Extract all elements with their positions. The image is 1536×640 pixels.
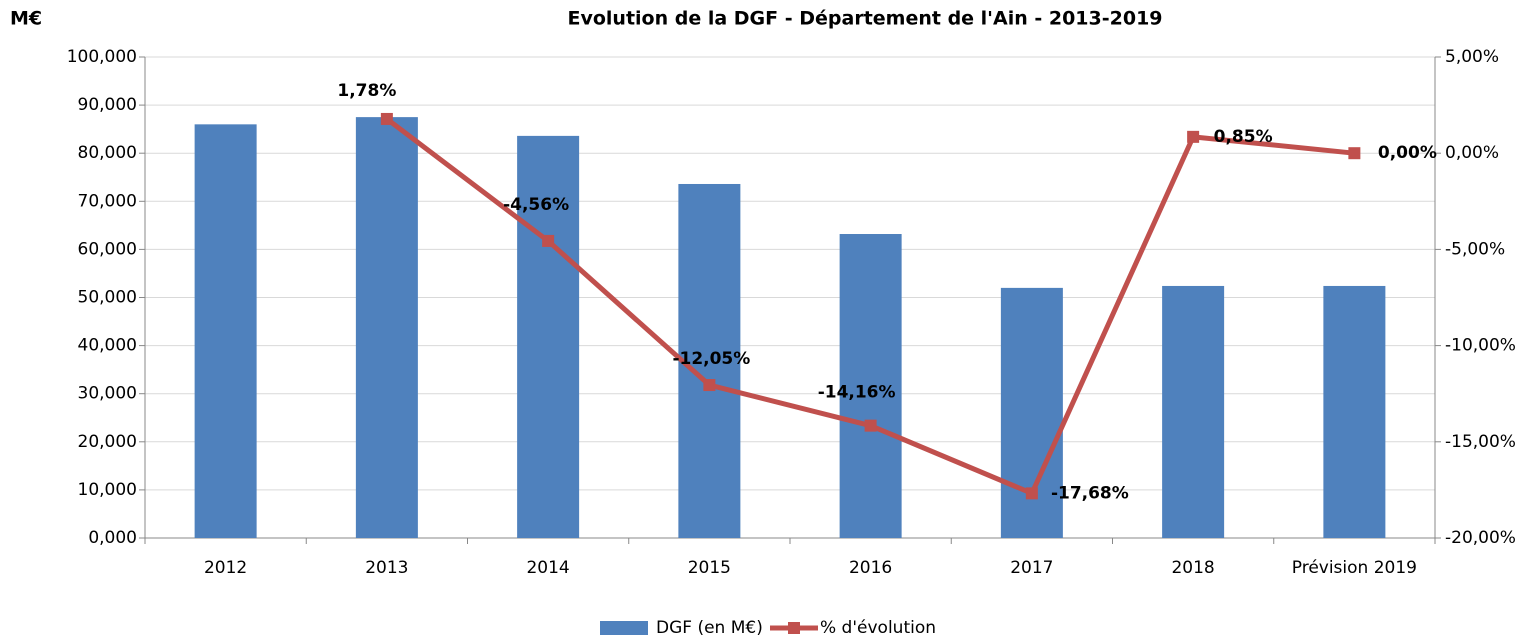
y-tick-label: 0,000 [88, 528, 137, 548]
chart-title: Evolution de la DGF - Département de l'A… [567, 8, 1162, 30]
y-tick-label: 80,000 [78, 143, 137, 163]
data-label: 0,85% [1214, 127, 1273, 147]
line-marker [380, 112, 393, 125]
y-tick-label: 40,000 [78, 336, 137, 356]
line-marker [864, 419, 877, 432]
y2-tick-label: 0,00% [1445, 143, 1499, 163]
line-marker [1025, 487, 1038, 500]
x-tick-label: 2012 [204, 558, 247, 578]
y-tick-label: 60,000 [78, 239, 137, 259]
y-tick-label: 90,000 [78, 95, 137, 115]
y-tick-label: 50,000 [78, 288, 137, 308]
data-label: -17,68% [1051, 483, 1129, 503]
y-tick-label: 30,000 [78, 384, 137, 404]
bar [355, 117, 418, 538]
y-tick-label: 10,000 [78, 480, 137, 500]
bar [1162, 285, 1225, 538]
y2-tick-label: -20,00% [1445, 528, 1516, 548]
x-tick-label: Prévision 2019 [1292, 558, 1417, 578]
bar [194, 124, 257, 538]
data-label: -4,56% [503, 195, 569, 215]
line-marker [703, 379, 716, 392]
legend-swatch [788, 622, 800, 634]
y-axis-label: M€ [10, 8, 42, 30]
legend-label: DGF (en M€) [656, 618, 763, 638]
x-tick-label: 2018 [1171, 558, 1214, 578]
y2-tick-label: -5,00% [1445, 239, 1505, 259]
data-label: -14,16% [818, 383, 896, 403]
bar [839, 234, 902, 538]
data-label: -12,05% [672, 349, 750, 369]
x-tick-label: 2013 [365, 558, 408, 578]
line-marker [1187, 130, 1200, 143]
y2-tick-label: 5,00% [1445, 47, 1499, 67]
bar [678, 183, 741, 538]
y-tick-label: 100,000 [67, 47, 137, 67]
line-marker [1348, 147, 1361, 160]
y2-tick-label: -15,00% [1445, 432, 1516, 452]
legend-label: % d'évolution [820, 618, 936, 638]
y2-tick-label: -10,00% [1445, 336, 1516, 356]
data-label: 0,00% [1378, 143, 1437, 163]
x-tick-label: 2015 [688, 558, 731, 578]
bar [1323, 285, 1386, 538]
x-tick-label: 2014 [526, 558, 569, 578]
legend-swatch [600, 621, 648, 635]
bar [517, 135, 580, 538]
y-tick-label: 20,000 [78, 432, 137, 452]
line-marker [542, 234, 555, 247]
y-tick-label: 70,000 [78, 191, 137, 211]
data-label: 1,78% [337, 81, 396, 101]
x-tick-label: 2016 [849, 558, 892, 578]
x-tick-label: 2017 [1010, 558, 1053, 578]
